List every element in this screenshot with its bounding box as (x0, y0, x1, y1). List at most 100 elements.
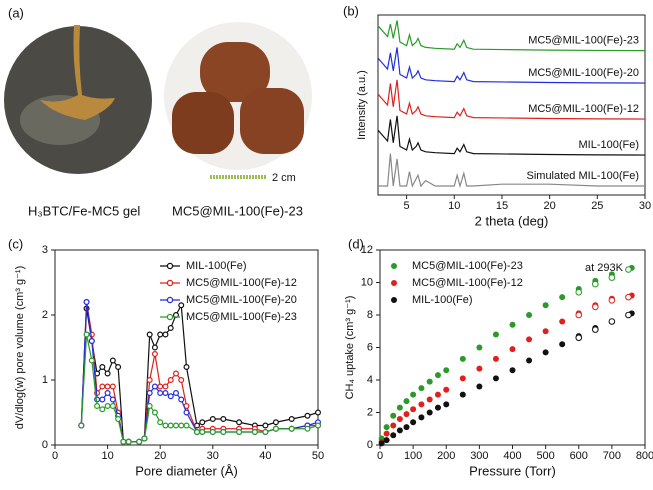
adsorption-point (390, 423, 396, 429)
x-tick-label: 200 (437, 450, 455, 462)
data-point (105, 384, 110, 389)
figure: (a) 2 cm H₃BTC/Fe-MC5 gel MC5@MIL-100(Fe… (0, 0, 653, 490)
adsorption-point (460, 375, 466, 381)
adsorption-point (510, 322, 516, 328)
data-point (89, 358, 94, 363)
data-point (263, 430, 268, 435)
x-tick-label: 400 (503, 450, 521, 462)
adsorption-point (476, 384, 482, 390)
data-point (95, 404, 100, 409)
data-point (126, 439, 131, 444)
x-tick-label: 50 (312, 450, 324, 462)
desorption-point (576, 335, 582, 341)
data-point (174, 391, 179, 396)
x-tick-label: 40 (259, 450, 271, 462)
data-point (200, 420, 205, 425)
adsorption-point (427, 410, 433, 416)
adsorption-point (476, 345, 482, 351)
data-point (184, 365, 189, 370)
desorption-point (609, 298, 615, 304)
adsorption-point (384, 424, 390, 430)
data-point (221, 417, 226, 422)
caption: H₃BTC/Fe-MC5 gel (28, 203, 140, 218)
data-point (110, 397, 115, 402)
data-point (168, 394, 173, 399)
data-point (305, 426, 310, 431)
x-tick-label: 30 (207, 450, 219, 462)
adsorption-point (543, 328, 549, 334)
adsorption-point (443, 387, 449, 393)
x-tick-label: 20 (544, 200, 556, 212)
data-point (158, 391, 163, 396)
legend-label: MIL-100(Fe) (412, 294, 473, 306)
data-point (316, 410, 321, 415)
y-axis-label: Intensity (a.u.) (356, 70, 368, 140)
panel-label: (a) (8, 5, 24, 20)
y-axis-label: CH₄ uptake (cm³ g⁻¹) (344, 296, 356, 400)
x-tick-label: 500 (536, 450, 554, 462)
data-point (142, 436, 147, 441)
x-tick-label: 25 (591, 200, 603, 212)
data-point (121, 439, 126, 444)
adsorption-point (404, 398, 410, 404)
legend-label: MC5@MIL-100(Fe)-23 (412, 260, 523, 272)
x-tick-label: 800 (636, 450, 653, 462)
data-point (100, 384, 105, 389)
adsorption-point (404, 424, 410, 430)
data-point (174, 371, 179, 376)
data-point (158, 420, 163, 425)
x-axis-label: Pore diameter (Å) (135, 463, 238, 478)
data-point (147, 404, 152, 409)
y-tick-label: 8 (367, 309, 373, 321)
legend-marker (391, 297, 397, 303)
x-tick-label: 30 (639, 200, 651, 212)
x-tick-label: 0 (377, 450, 383, 462)
data-point (274, 426, 279, 431)
adsorption-point (390, 432, 396, 438)
adsorption-point (510, 367, 516, 373)
panel-label: (c) (8, 236, 23, 251)
panel-label: (b) (343, 3, 359, 18)
y-tick-label: 12 (361, 244, 373, 256)
data-point (153, 384, 158, 389)
legend-label: MC5@MIL-100(Fe)-12 (412, 277, 523, 289)
scale-label: 2 cm (272, 172, 296, 184)
data-point (179, 423, 184, 428)
data-point (179, 397, 184, 402)
data-point (110, 384, 115, 389)
data-point (174, 423, 179, 428)
data-point (289, 426, 294, 431)
adsorption-point (443, 367, 449, 373)
x-tick-label: 15 (496, 200, 508, 212)
desorption-point (626, 294, 632, 300)
x-tick-label: 10 (448, 200, 460, 212)
x-tick-label: 0 (52, 450, 58, 462)
desorption-point (593, 327, 599, 333)
data-point (147, 378, 152, 383)
y-tick-label: 4 (367, 374, 373, 386)
adsorption-point (559, 294, 565, 300)
legend-marker (167, 263, 172, 268)
adsorption-point (526, 312, 532, 318)
annotation: at 293K (585, 262, 624, 274)
data-point (158, 332, 163, 337)
adsorption-point (493, 356, 499, 362)
x-tick-label: 700 (603, 450, 621, 462)
series-label: MC5@MIL-100(Fe)-20 (528, 67, 639, 79)
data-point (274, 420, 279, 425)
x-tick-label: 20 (154, 450, 166, 462)
data-point (179, 378, 184, 383)
adsorption-point (460, 356, 466, 362)
data-point (252, 430, 257, 435)
data-point (163, 391, 168, 396)
data-point (200, 430, 205, 435)
data-point (316, 423, 321, 428)
data-point (105, 371, 110, 376)
data-point (163, 332, 168, 337)
data-point (237, 420, 242, 425)
desorption-point (626, 267, 632, 273)
desorption-point (593, 281, 599, 287)
data-point (100, 397, 105, 402)
x-tick-label: 300 (470, 450, 488, 462)
data-point (105, 404, 110, 409)
